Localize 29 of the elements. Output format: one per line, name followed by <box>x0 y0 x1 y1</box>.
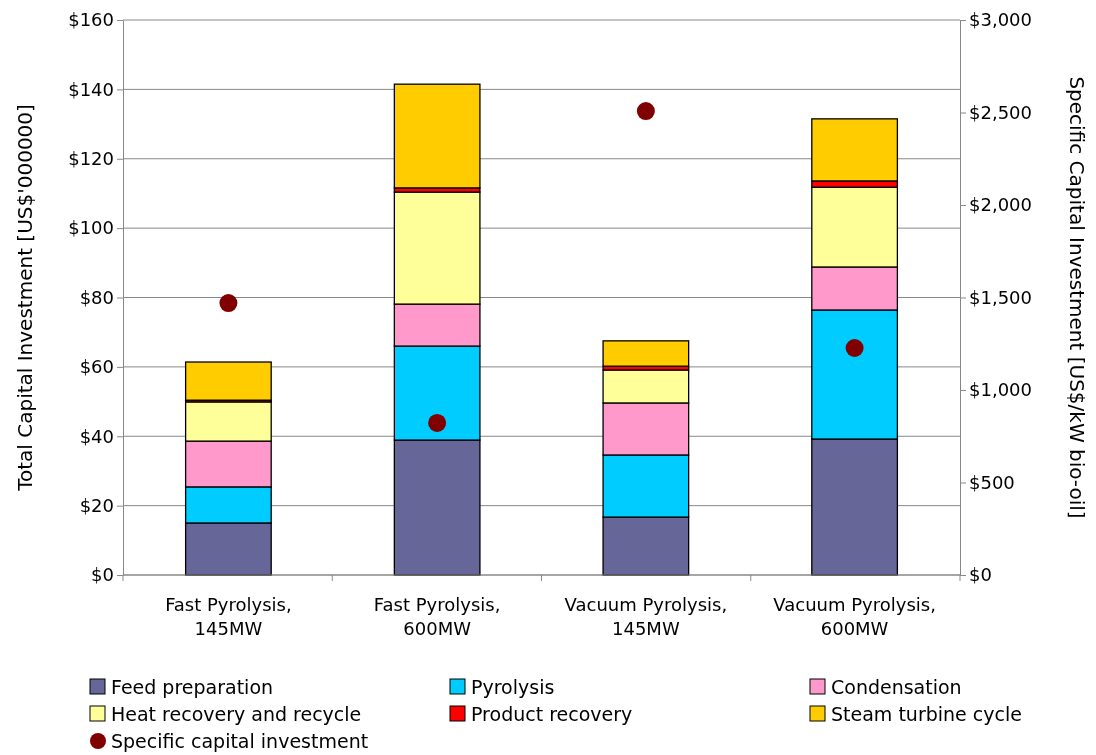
y-tick-label: $40 <box>79 425 114 447</box>
legend-label: Steam turbine cycle <box>831 703 1022 725</box>
y2-tick-label: $2,000 <box>969 194 1032 216</box>
y-tick-label: $0 <box>91 564 114 586</box>
y2-axis-title: Specific Capital Investment [US$/kW bio-oil] <box>1065 76 1089 519</box>
y-tick-label: $80 <box>79 286 114 308</box>
legend-label: Heat recovery and recycle <box>111 703 362 725</box>
y2-tick-label: $1,500 <box>969 286 1032 308</box>
y-tick-label: $140 <box>68 78 114 100</box>
y-tick-label: $20 <box>79 494 114 516</box>
y-tick-label: $100 <box>68 217 114 239</box>
legend-label: Pyrolysis <box>471 676 555 698</box>
y2-tick-label: $500 <box>969 471 1015 493</box>
x-tick-label: Fast Pyrolysis, 145MW <box>165 594 292 639</box>
legend-label: Product recovery <box>471 703 633 725</box>
y-tick-label: $120 <box>68 148 114 170</box>
y2-tick-label: $1,000 <box>969 379 1032 401</box>
y-tick-label: $60 <box>79 356 114 378</box>
legend-label: Feed preparation <box>111 676 274 698</box>
x-tick-label: Fast Pyrolysis, 600MW <box>373 594 501 639</box>
y2-tick-label: $3,000 <box>969 9 1032 31</box>
x-tick-label: Vacuum Pyrolysis, 600MW <box>773 594 936 639</box>
y2-tick-label: $2,500 <box>969 101 1032 123</box>
y-tick-label: $160 <box>68 9 114 31</box>
x-tick-label: Vacuum Pyrolysis, 145MW <box>564 594 728 639</box>
legend-label: Condensation <box>831 676 962 698</box>
legend-label: Specific capital investment <box>111 730 369 752</box>
y2-tick-label: $0 <box>969 564 992 586</box>
y-axis-title: Total Capital Investment [US$'000000] <box>13 104 37 492</box>
